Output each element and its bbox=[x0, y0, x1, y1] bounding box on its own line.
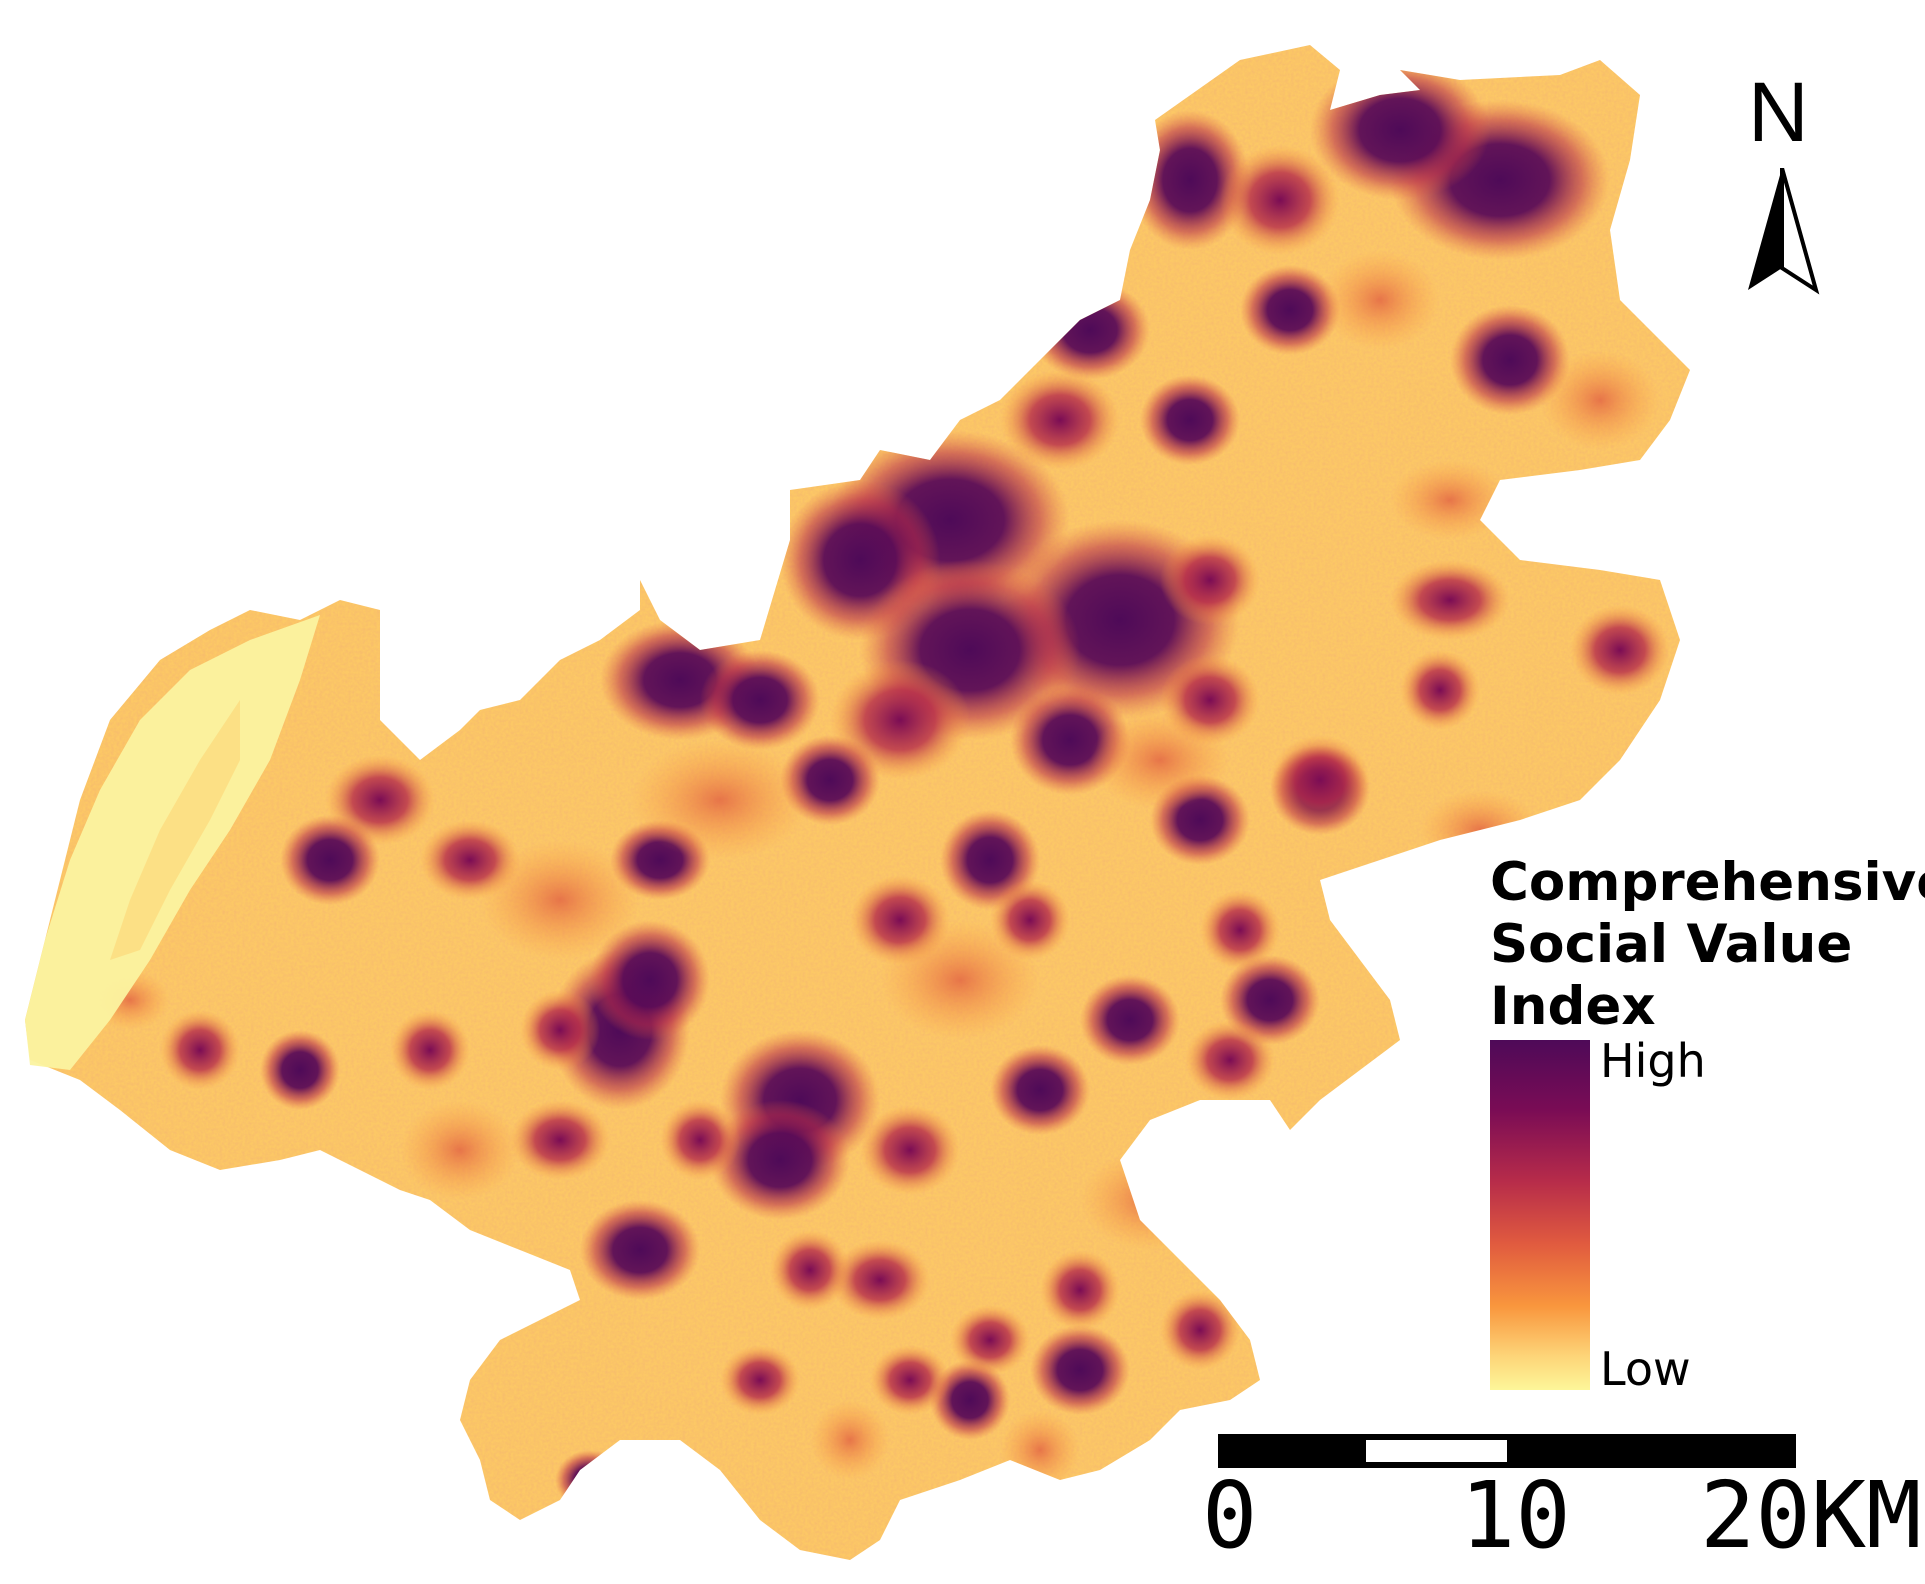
value-cluster bbox=[1140, 375, 1240, 465]
north-label: N bbox=[1748, 65, 1809, 159]
value-cluster bbox=[1160, 535, 1260, 625]
value-cluster bbox=[160, 1010, 240, 1090]
value-cluster bbox=[580, 1200, 700, 1300]
scale-bar bbox=[1218, 1434, 1796, 1468]
north-arrow-icon bbox=[1748, 168, 1820, 295]
legend-title-line-3: Index bbox=[1490, 976, 1656, 1037]
value-cluster bbox=[400, 1100, 520, 1200]
value-cluster bbox=[660, 1100, 740, 1180]
legend-color-ramp bbox=[1490, 1040, 1590, 1390]
value-cluster bbox=[1310, 60, 1490, 200]
value-cluster bbox=[390, 1010, 470, 1090]
scale-tick-0: 0 bbox=[1202, 1462, 1258, 1569]
value-cluster bbox=[950, 1305, 1030, 1375]
value-cluster bbox=[860, 1105, 960, 1195]
value-cluster bbox=[1570, 605, 1670, 695]
value-cluster bbox=[260, 1030, 340, 1110]
legend-low-label: Low bbox=[1600, 1342, 1691, 1396]
value-cluster bbox=[870, 1345, 950, 1415]
value-cluster bbox=[1540, 350, 1660, 450]
value-cluster bbox=[990, 1045, 1090, 1135]
value-cluster bbox=[630, 740, 810, 860]
value-cluster bbox=[1000, 1410, 1080, 1490]
value-cluster bbox=[510, 1100, 610, 1180]
value-cluster bbox=[1080, 1150, 1220, 1250]
value-cluster bbox=[1030, 280, 1150, 380]
value-cluster bbox=[520, 990, 600, 1070]
value-cluster bbox=[1130, 110, 1250, 250]
value-cluster bbox=[810, 1400, 890, 1480]
value-cluster bbox=[1200, 890, 1280, 970]
value-cluster bbox=[1450, 305, 1570, 415]
value-cluster bbox=[1000, 370, 1120, 470]
value-cluster bbox=[1090, 710, 1230, 810]
value-cluster bbox=[1040, 1250, 1120, 1330]
value-cluster bbox=[1030, 1325, 1130, 1415]
value-cluster bbox=[555, 1450, 625, 1510]
value-cluster bbox=[1240, 265, 1340, 355]
scale-bar-segment bbox=[1648, 1440, 1790, 1462]
value-cluster bbox=[700, 650, 820, 750]
river-island bbox=[110, 700, 240, 960]
value-cluster bbox=[770, 1230, 850, 1310]
value-cluster bbox=[710, 1100, 850, 1220]
scale-bar-segment bbox=[1507, 1440, 1649, 1462]
value-cluster bbox=[1160, 1290, 1240, 1370]
value-cluster bbox=[280, 815, 380, 905]
value-cluster bbox=[880, 920, 1040, 1040]
legend-title-line-2: Social Value bbox=[1490, 914, 1853, 975]
value-cluster bbox=[1390, 560, 1510, 640]
value-cluster bbox=[1220, 145, 1340, 255]
value-cluster bbox=[1185, 1020, 1275, 1100]
value-cluster bbox=[830, 1240, 930, 1320]
scale-tick-10: 10 bbox=[1460, 1462, 1571, 1569]
value-cluster bbox=[1270, 735, 1370, 825]
legend-title-line-1: Comprehensive bbox=[1490, 852, 1925, 913]
legend-title: Comprehensive Social Value Index bbox=[1490, 852, 1925, 1038]
scale-bar-segment bbox=[1365, 1440, 1507, 1462]
value-cluster bbox=[1400, 650, 1480, 730]
scale-bar-segment bbox=[1224, 1440, 1366, 1462]
value-cluster bbox=[1320, 250, 1440, 350]
value-cluster bbox=[720, 1345, 800, 1415]
value-cluster bbox=[480, 840, 640, 960]
value-cluster bbox=[1390, 460, 1510, 540]
legend-high-label: High bbox=[1600, 1034, 1706, 1088]
value-cluster bbox=[1080, 975, 1180, 1065]
value-cluster bbox=[590, 920, 710, 1040]
scale-tick-20km: 20KM bbox=[1700, 1462, 1922, 1569]
